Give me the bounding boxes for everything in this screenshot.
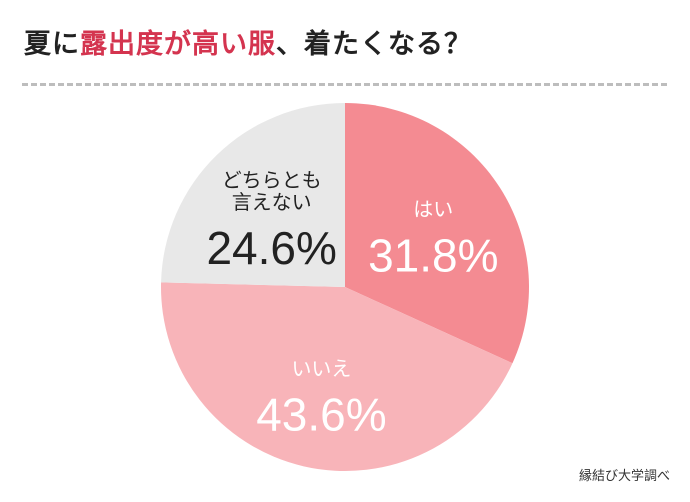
slice-category-label: いいえ: [291, 356, 351, 380]
slice-value-label: 31.8%: [368, 229, 498, 281]
title-prefix: 夏に: [24, 29, 80, 60]
slice-label-group: いいえ 43.6%: [256, 356, 386, 440]
title-divider: [22, 83, 667, 86]
slice-category-label: どちらとも: [222, 168, 322, 192]
title-highlight: 露出度が高い服: [80, 29, 276, 60]
source-note: 縁結び大学調べ: [578, 469, 670, 484]
slice-value-label: 43.6%: [256, 388, 386, 440]
slice-category-label: はい: [413, 197, 453, 221]
slice-category-label: 言えない: [232, 190, 312, 214]
title-suffix: 、着たくなる？: [276, 29, 472, 60]
pie-slice: [160, 282, 513, 472]
slice-label-group: はい 31.8%: [368, 197, 498, 281]
pie-slice: [161, 103, 345, 287]
slice-value-label: 24.6%: [206, 222, 336, 274]
pie-slice: [345, 103, 529, 364]
page-title: 夏に露出度が高い服、着たくなる？: [24, 22, 472, 61]
